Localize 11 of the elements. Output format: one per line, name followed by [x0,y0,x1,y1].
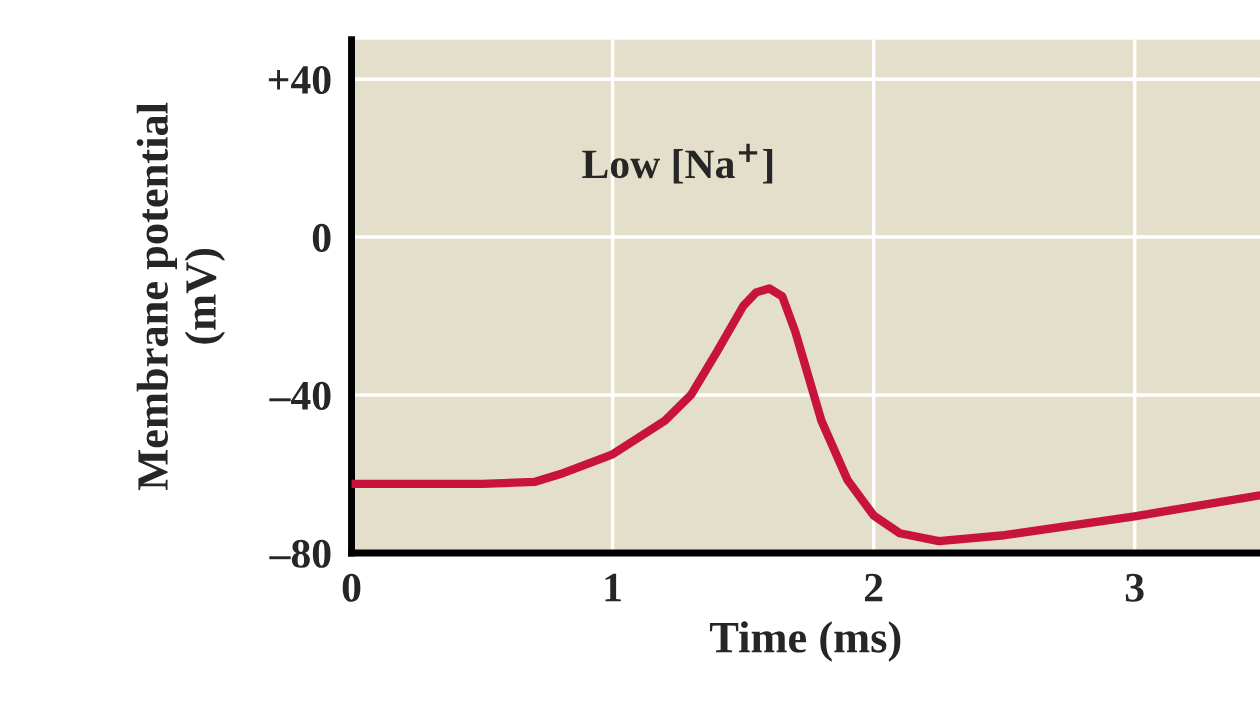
y-tick-label: +40 [268,65,331,95]
y-axis-title: Membrane potential (mV) [136,102,226,490]
x-axis-title: Time (ms) [709,621,901,662]
y-tick-label: –80 [269,539,331,568]
x-tick-label: 0 [342,573,361,602]
x-tick-label: 2 [864,573,883,602]
y-tick-label: 0 [312,223,331,252]
x-tick-label: 1 [605,573,621,602]
annotation: Low [Na$^{+}$] [582,143,773,184]
y-tick-label: –40 [269,381,331,410]
x-tick-label: 3 [1125,573,1144,602]
